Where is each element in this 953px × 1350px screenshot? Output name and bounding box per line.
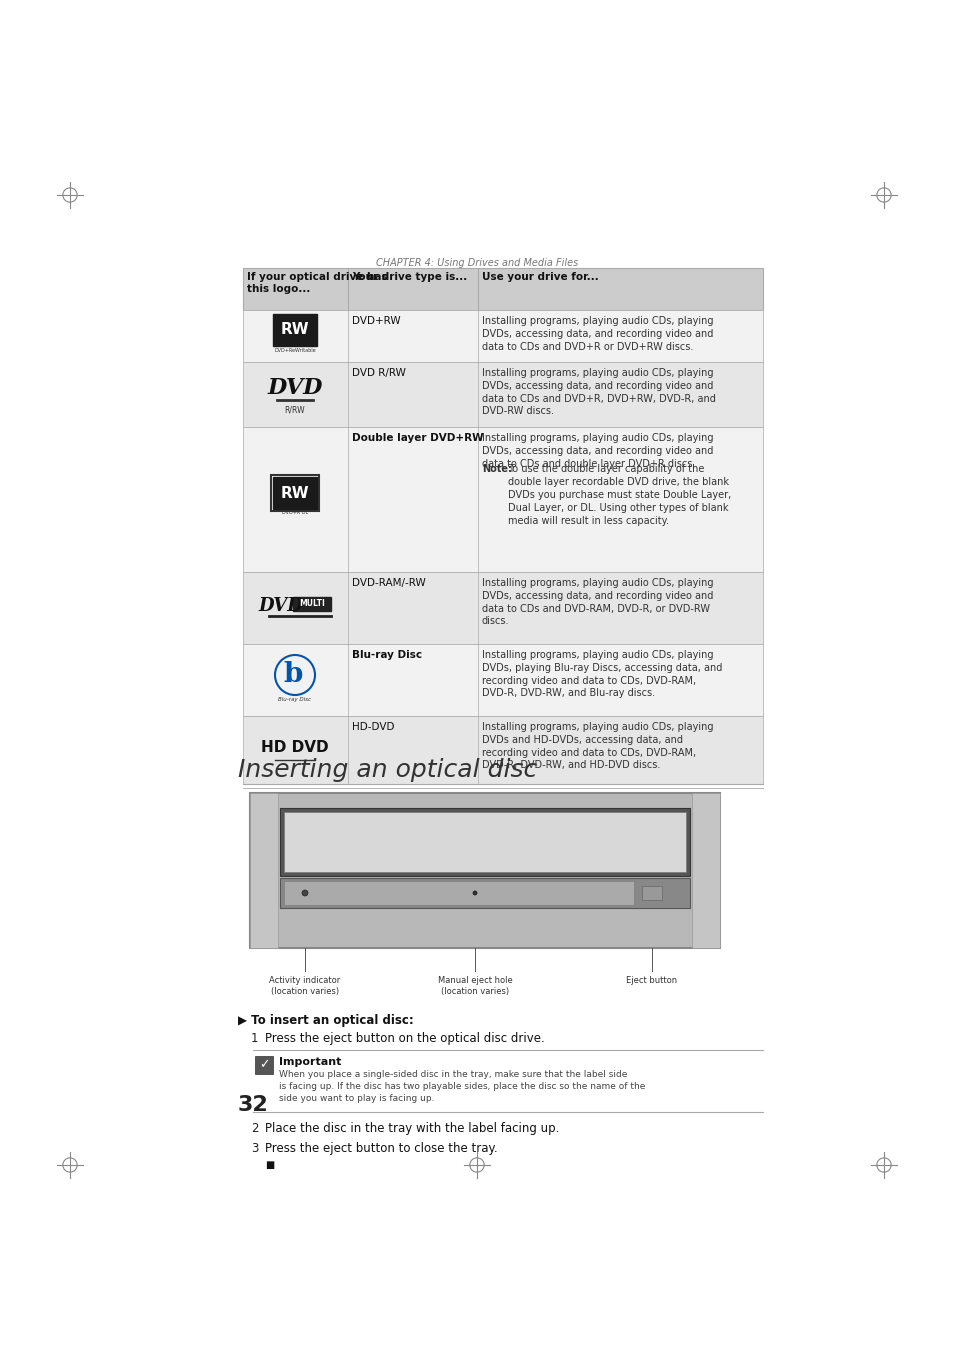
Text: R/RW: R/RW <box>284 405 305 414</box>
Text: DVD R/RW: DVD R/RW <box>352 369 405 378</box>
Bar <box>250 792 277 948</box>
Text: ✓: ✓ <box>258 1058 269 1072</box>
Bar <box>243 427 762 572</box>
Bar <box>280 809 689 876</box>
Text: 32: 32 <box>237 1095 269 1115</box>
Text: HD-DVD: HD-DVD <box>352 722 395 732</box>
Text: DVD+RW: DVD+RW <box>352 316 400 325</box>
Text: DVD: DVD <box>258 597 303 616</box>
Bar <box>273 315 316 346</box>
Text: CHAPTER 4: Using Drives and Media Files: CHAPTER 4: Using Drives and Media Files <box>375 258 578 269</box>
Bar <box>691 792 720 948</box>
Text: Blu-ray Disc: Blu-ray Disc <box>278 698 312 702</box>
Text: Installing programs, playing audio CDs, playing
DVDs, accessing data, and record: Installing programs, playing audio CDs, … <box>481 369 715 416</box>
Text: b: b <box>283 662 302 688</box>
Bar <box>243 716 762 784</box>
Text: DVD+R DL: DVD+R DL <box>281 510 308 516</box>
Text: RW: RW <box>280 323 309 338</box>
Bar <box>273 477 316 509</box>
Text: If your optical drive has
this logo...: If your optical drive has this logo... <box>247 271 387 294</box>
Text: 3: 3 <box>251 1142 258 1156</box>
Text: Installing programs, playing audio CDs, playing
DVDs, playing Blu-ray Discs, acc: Installing programs, playing audio CDs, … <box>481 649 721 698</box>
Text: Blu-ray Disc: Blu-ray Disc <box>352 649 421 660</box>
Text: HD DVD: HD DVD <box>261 740 329 755</box>
Text: ▶ To insert an optical disc:: ▶ To insert an optical disc: <box>237 1014 414 1027</box>
Circle shape <box>473 891 476 895</box>
Text: Place the disc in the tray with the label facing up.: Place the disc in the tray with the labe… <box>265 1122 558 1135</box>
Text: Manual eject hole
(location varies): Manual eject hole (location varies) <box>437 976 512 996</box>
Text: Press the eject button to close the tray.: Press the eject button to close the tray… <box>265 1142 497 1156</box>
Text: Note:: Note: <box>481 464 512 474</box>
Bar <box>293 597 331 612</box>
Bar <box>243 310 762 362</box>
Text: Installing programs, playing audio CDs, playing
DVDs, accessing data, and record: Installing programs, playing audio CDs, … <box>481 433 713 468</box>
Text: When you place a single-sided disc in the tray, make sure that the label side
is: When you place a single-sided disc in th… <box>278 1071 644 1103</box>
Text: Installing programs, playing audio CDs, playing
DVDs, accessing data, and record: Installing programs, playing audio CDs, … <box>481 316 713 351</box>
Bar <box>243 644 762 716</box>
Bar <box>284 882 634 905</box>
Text: Your drive type is...: Your drive type is... <box>352 271 467 282</box>
Text: DVD+ReWritable: DVD+ReWritable <box>274 347 315 352</box>
Text: DVD: DVD <box>267 377 322 400</box>
Text: Press the eject button on the optical disc drive.: Press the eject button on the optical di… <box>265 1031 544 1045</box>
Bar <box>641 886 661 900</box>
Text: MULTI: MULTI <box>298 599 325 609</box>
Bar <box>284 811 685 872</box>
Bar <box>243 269 762 311</box>
Text: Inserting an optical disc: Inserting an optical disc <box>237 757 537 782</box>
Bar <box>250 792 720 948</box>
Text: RW: RW <box>280 486 309 501</box>
Bar <box>271 475 318 512</box>
Text: To use the double layer capability of the
double layer recordable DVD drive, the: To use the double layer capability of th… <box>507 464 731 525</box>
Bar <box>243 572 762 644</box>
Bar <box>254 1056 273 1075</box>
Text: ■: ■ <box>265 1160 274 1170</box>
Text: Important: Important <box>278 1057 341 1066</box>
Text: Installing programs, playing audio CDs, playing
DVDs and HD-DVDs, accessing data: Installing programs, playing audio CDs, … <box>481 722 713 771</box>
Bar <box>243 362 762 427</box>
Text: Double layer DVD+RW: Double layer DVD+RW <box>352 433 483 443</box>
Text: Eject button: Eject button <box>626 976 677 986</box>
Text: 1: 1 <box>251 1031 258 1045</box>
Text: Installing programs, playing audio CDs, playing
DVDs, accessing data, and record: Installing programs, playing audio CDs, … <box>481 578 713 626</box>
Text: DVD-RAM/-RW: DVD-RAM/-RW <box>352 578 425 589</box>
Text: 2: 2 <box>251 1122 258 1135</box>
Text: Activity indicator
(location varies): Activity indicator (location varies) <box>269 976 340 996</box>
Bar <box>280 878 689 909</box>
Text: Use your drive for...: Use your drive for... <box>481 271 598 282</box>
Circle shape <box>302 890 308 896</box>
